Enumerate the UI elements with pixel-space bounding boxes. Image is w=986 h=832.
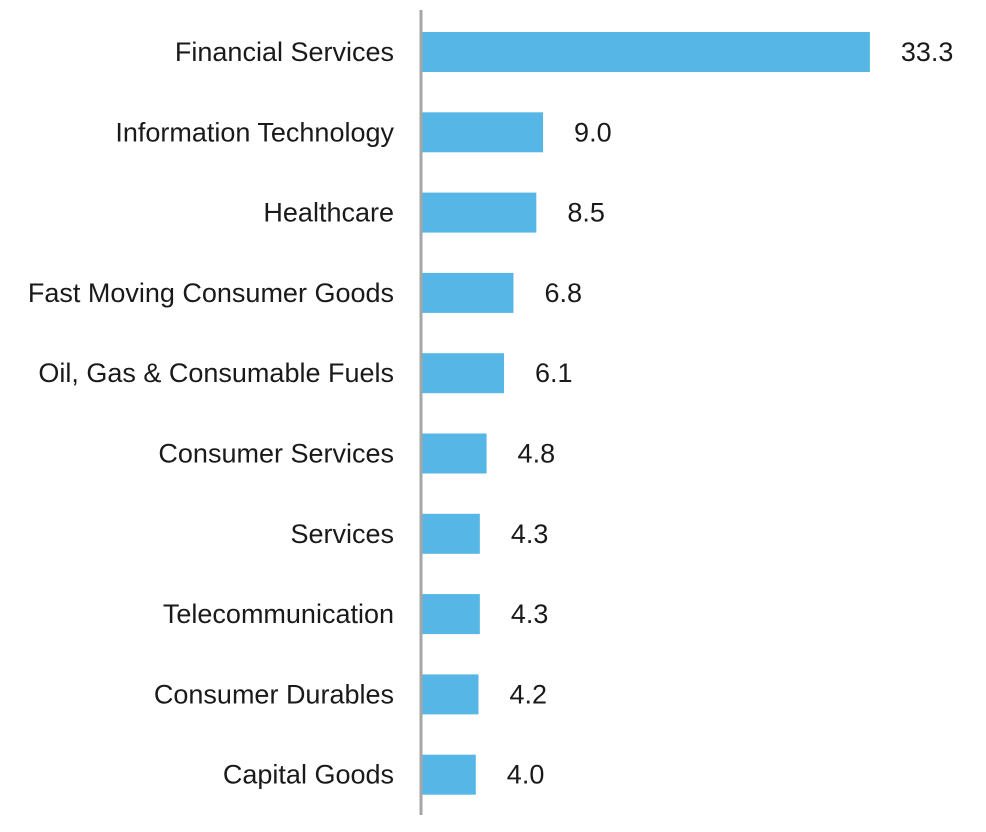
category-label: Consumer Services [158, 439, 394, 469]
bar [422, 192, 537, 233]
category-label: Oil, Gas & Consumable Fuels [38, 358, 394, 388]
value-label: 4.0 [507, 760, 545, 790]
category-label: Information Technology [115, 117, 394, 147]
bar [422, 674, 479, 715]
value-label: 8.5 [567, 198, 605, 228]
category-label: Fast Moving Consumer Goods [28, 278, 394, 308]
value-label: 4.8 [518, 439, 556, 469]
value-label: 4.2 [509, 679, 547, 709]
bar [422, 32, 870, 72]
value-label: 4.3 [511, 599, 549, 629]
value-label: 9.0 [574, 117, 612, 147]
value-label: 6.1 [535, 358, 573, 388]
value-label: 6.8 [544, 278, 582, 308]
value-label: 33.3 [901, 37, 954, 67]
value-label: 4.3 [511, 519, 549, 549]
bar [422, 272, 514, 313]
category-label: Services [290, 519, 394, 549]
bar [422, 513, 480, 554]
category-label: Telecommunication [163, 599, 394, 629]
bar [422, 433, 487, 474]
category-label: Financial Services [175, 37, 394, 67]
category-labels: Financial Services Information Technology… [28, 37, 395, 790]
bar [422, 594, 480, 635]
bars [422, 32, 870, 795]
bar [422, 112, 544, 153]
category-label: Healthcare [263, 198, 394, 228]
category-label: Consumer Durables [154, 679, 394, 709]
bar [422, 353, 505, 394]
bar [422, 754, 476, 795]
category-label: Capital Goods [223, 760, 394, 790]
value-labels: 33.3 9.0 8.5 6.8 6.1 4.8 4.3 4.3 4.2 4.0 [507, 37, 954, 790]
